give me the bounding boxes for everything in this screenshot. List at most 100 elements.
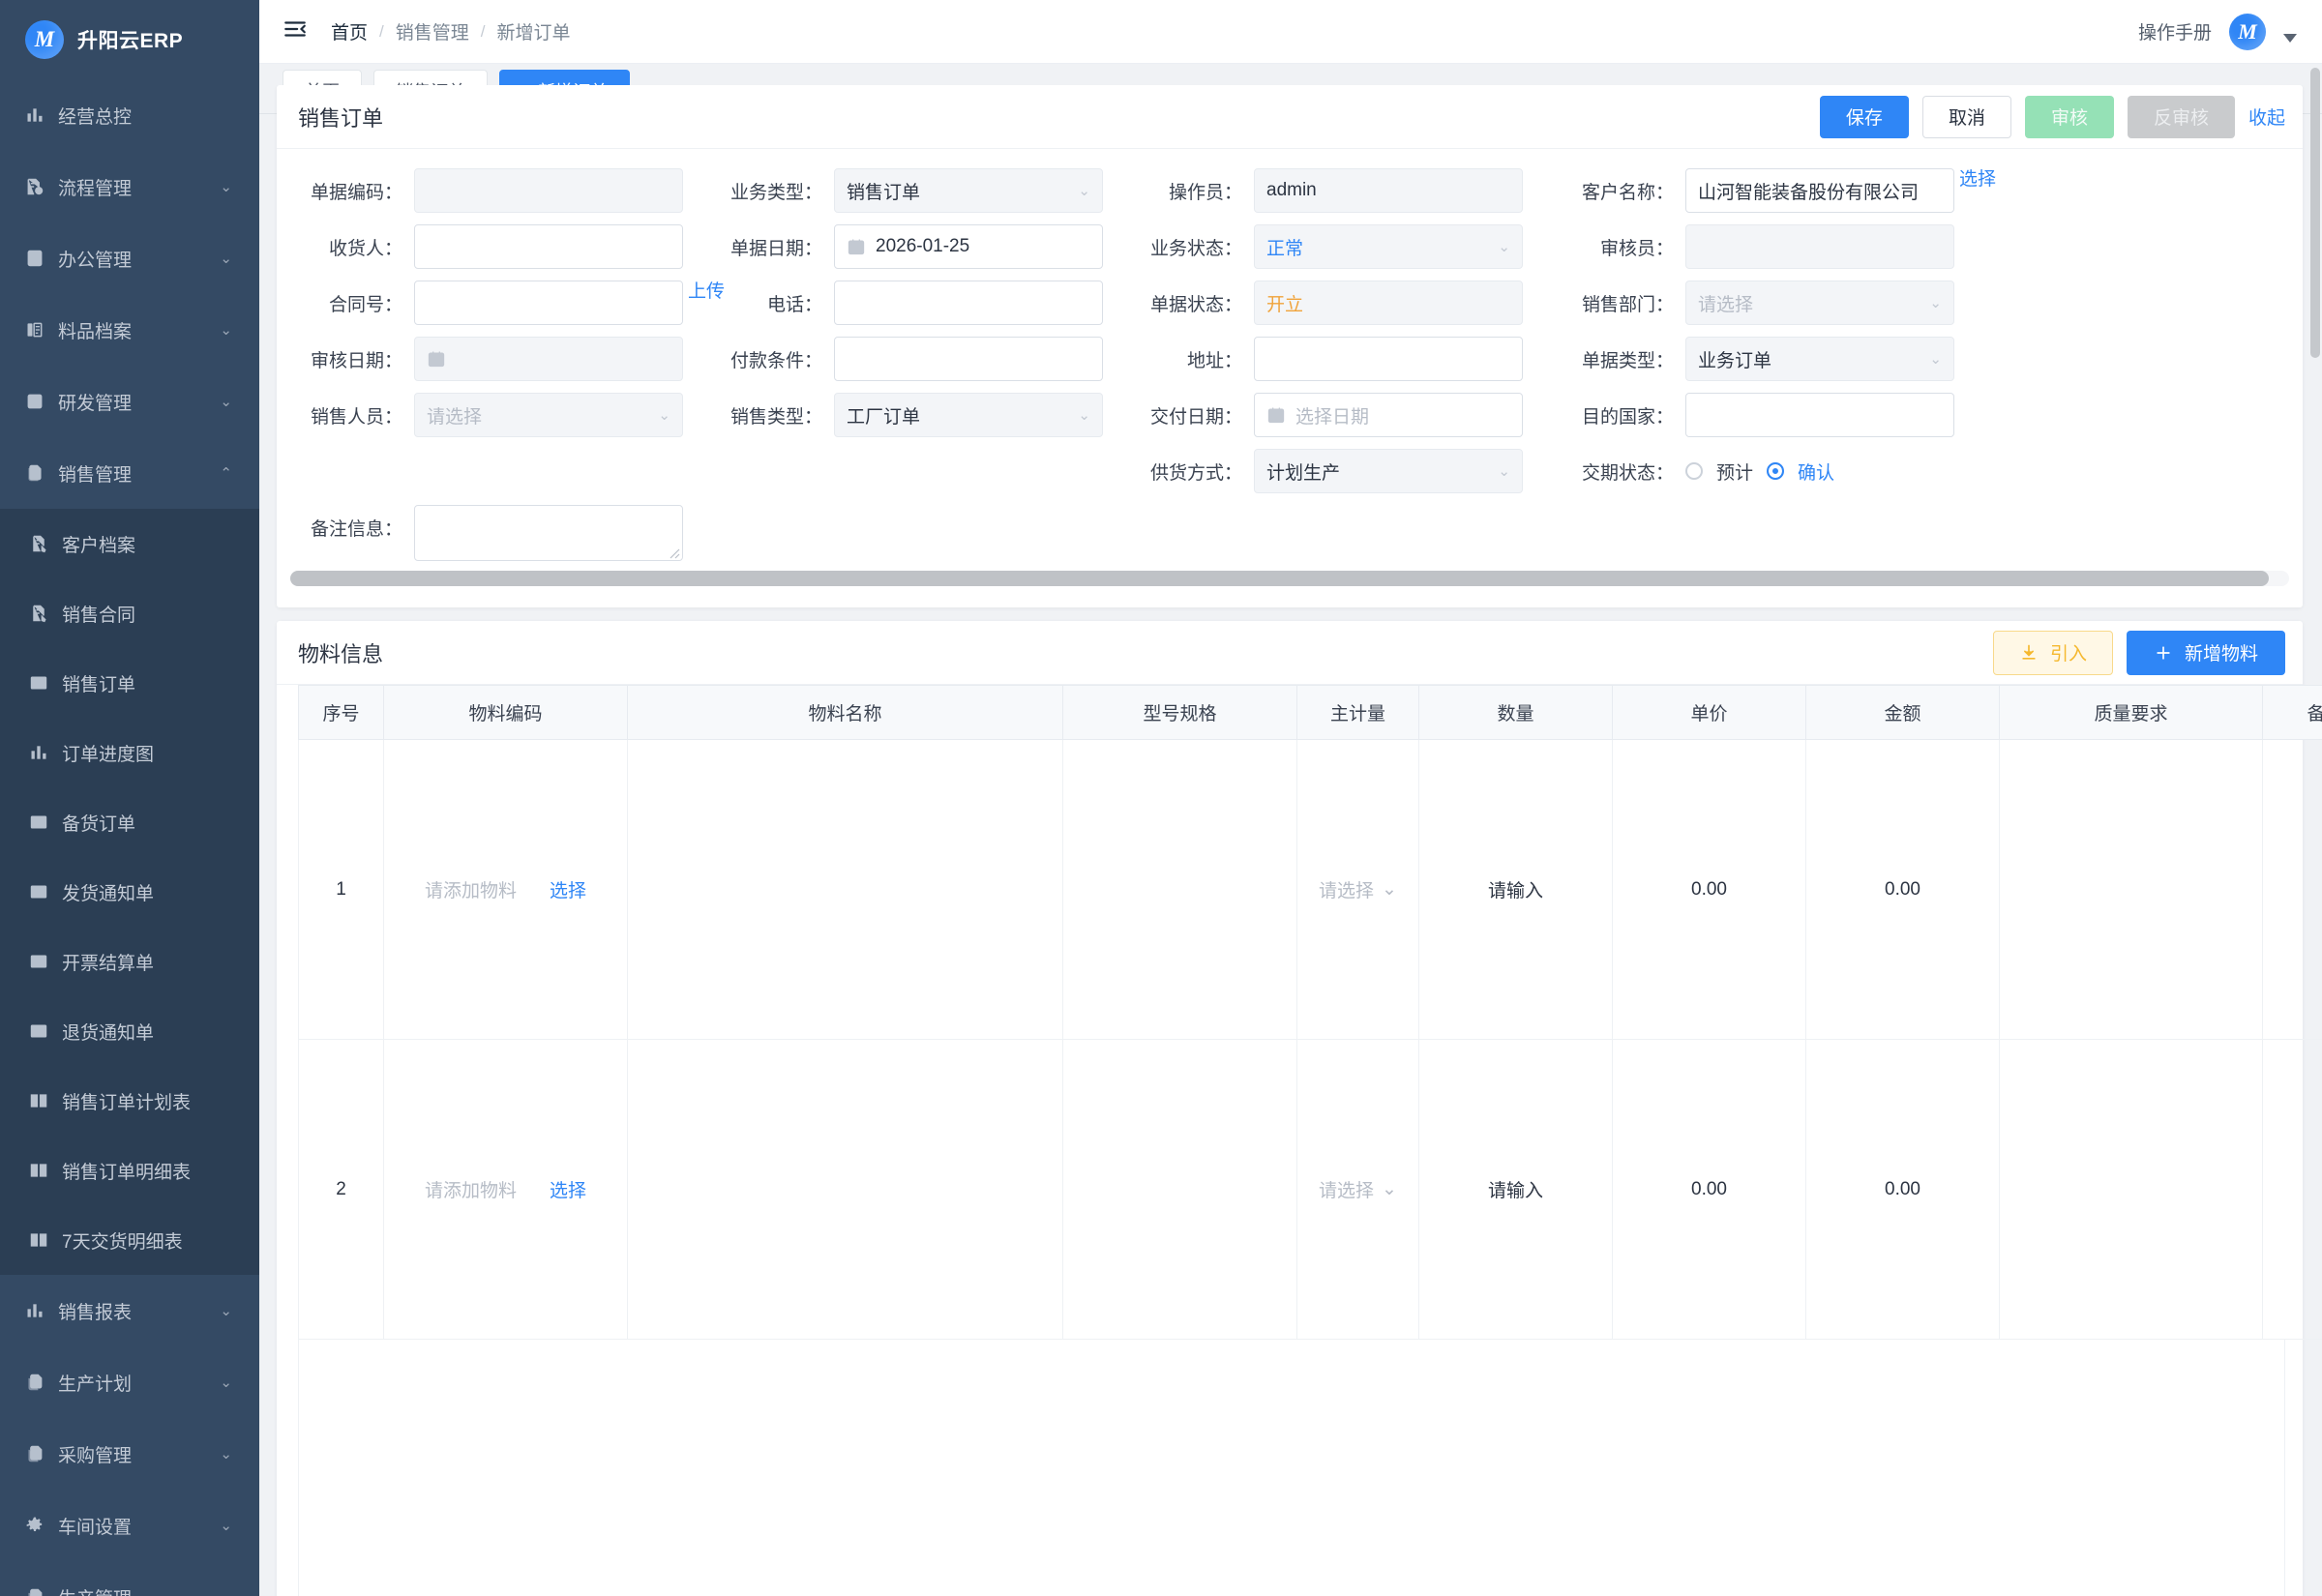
sidebar-item-sub_items-7[interactable]: 退货通知单 — [0, 996, 259, 1066]
field-col2-1[interactable]: 正常 ⌄ — [1254, 224, 1523, 269]
field-col3-1[interactable] — [1685, 224, 1954, 269]
sidebar-item-items_after-4[interactable]: 生产管理 ⌄ — [0, 1561, 259, 1596]
chevron-down-icon[interactable]: ⌄ — [220, 1588, 232, 1596]
row-qty-cell[interactable]: 请输入 — [1418, 739, 1613, 1040]
field-col1-2[interactable]: 开立 — [1254, 281, 1523, 325]
sidebar-item-sub_items-10[interactable]: 7天交货明细表 — [0, 1205, 259, 1275]
row-spec-cell[interactable] — [1062, 1039, 1297, 1340]
row-select-link[interactable]: 选择 — [550, 881, 587, 901]
chevron-down-icon[interactable]: ⌄ — [220, 322, 232, 339]
radio-1[interactable] — [1767, 462, 1785, 480]
radio-label-1[interactable]: 确认 — [1798, 462, 1835, 484]
menu-fold-icon[interactable] — [283, 16, 315, 46]
form-scrollbar-thumb[interactable] — [290, 571, 2270, 586]
row-quality-cell[interactable] — [1999, 739, 2263, 1040]
field-col3-3[interactable]: 工厂订单 ⌄ — [834, 393, 1103, 437]
row-qty-cell[interactable]: 请输入 — [1418, 1039, 1613, 1340]
radio-0[interactable] — [1685, 462, 1703, 480]
field-col2-2[interactable]: 请选择 ⌄ — [1685, 281, 1954, 325]
field-col2-3[interactable]: 请选择 ⌄ — [414, 393, 683, 437]
unaudit-button[interactable]: 反审核 — [2127, 95, 2235, 138]
field-col1-0[interactable] — [414, 168, 683, 213]
sidebar-item-sub_items-3[interactable]: 订单进度图 — [0, 718, 259, 787]
field-col1-3[interactable]: 业务订单 ⌄ — [1685, 337, 1954, 381]
row-unit-cell[interactable]: 请选择 ⌄ — [1296, 739, 1419, 1040]
chevron-down-icon[interactable]: ⌄ — [1078, 407, 1090, 424]
row-code-cell[interactable]: 请添加物料 选择 — [383, 1039, 628, 1340]
avatar[interactable]: M — [2229, 13, 2266, 50]
sidebar-item-sub_items-8[interactable]: 销售订单计划表 — [0, 1066, 259, 1136]
sidebar-item-items-4[interactable]: 研发管理 ⌄ — [0, 366, 259, 437]
field-side-link-1[interactable]: 上传 — [687, 281, 725, 302]
chevron-down-icon[interactable]: ⌄ — [1929, 295, 1942, 311]
sidebar-item-sub_items-4[interactable]: 备货订单 — [0, 787, 259, 857]
field-col5-2[interactable] — [1254, 337, 1523, 381]
field-col4-1[interactable] — [414, 281, 683, 325]
row-select-link[interactable]: 选择 — [550, 1181, 587, 1201]
import-button[interactable]: 引入 — [1992, 630, 2113, 675]
field-col4-0[interactable]: 山河智能装备股份有限公司 — [1685, 168, 1954, 213]
radio-label-0[interactable]: 预计 — [1716, 462, 1754, 484]
chevron-down-icon[interactable]: ⌄ — [1382, 1179, 1397, 1199]
sidebar-item-items_after-3[interactable]: 车间设置 ⌄ — [0, 1490, 259, 1561]
collapse-link[interactable]: 收起 — [2248, 108, 2285, 129]
chevron-down-icon[interactable]: ⌄ — [1498, 239, 1510, 255]
row-code-cell[interactable]: 请添加物料 选择 — [383, 739, 628, 1040]
chevron-down-icon[interactable]: ⌄ — [220, 1374, 232, 1391]
save-button[interactable]: 保存 — [1819, 95, 1909, 138]
chevron-down-icon[interactable]: ⌄ — [220, 251, 232, 267]
chevron-down-icon[interactable]: ⌄ — [220, 1518, 232, 1534]
chevron-down-icon[interactable]: ⌄ — [1498, 463, 1510, 480]
resize-grip-icon[interactable] — [667, 546, 680, 559]
breadcrumb-item-2[interactable]: 新增订单 — [496, 23, 571, 44]
field-col5-3[interactable] — [1685, 393, 1954, 437]
cancel-button[interactable]: 取消 — [1921, 95, 2011, 138]
sidebar-item-items_after-2[interactable]: 采购管理 ⌄ — [0, 1418, 259, 1490]
field-side-link-0[interactable]: 选择 — [1958, 169, 1996, 190]
sidebar-item-sub_items-0[interactable]: 客户档案 — [0, 509, 259, 578]
chevron-down-icon[interactable]: ⌄ — [1929, 351, 1942, 368]
sidebar-item-sub_items-6[interactable]: 开票结算单 — [0, 927, 259, 996]
row-price-cell[interactable]: 0.00 — [1612, 1039, 1806, 1340]
field-col3-4[interactable]: 计划生产 ⌄ — [1254, 449, 1523, 493]
chevron-down-icon[interactable]: ⌄ — [1382, 879, 1397, 900]
row-amount-cell[interactable]: 0.00 — [1805, 739, 2000, 1040]
row-name-cell[interactable] — [627, 1039, 1063, 1340]
sidebar-item-sub_items-1[interactable]: 销售合同 — [0, 578, 259, 648]
field-col4-3[interactable]: 选择日期 — [1254, 393, 1523, 437]
chevron-up-icon[interactable]: ⌃ — [220, 465, 232, 482]
field-col5-1[interactable] — [834, 281, 1103, 325]
sidebar-item-sub_items-5[interactable]: 发货通知单 — [0, 857, 259, 927]
sidebar-item-items_after-1[interactable]: 生产计划 ⌄ — [0, 1346, 259, 1418]
field-col4-2[interactable] — [834, 337, 1103, 381]
sidebar-item-items-2[interactable]: 办公管理 ⌄ — [0, 222, 259, 294]
row-name-cell[interactable] — [627, 739, 1063, 1040]
field-col1-1[interactable]: 2026-01-25 — [834, 224, 1103, 269]
chevron-down-icon[interactable]: ⌄ — [220, 179, 232, 195]
field-col3-0[interactable]: admin — [1254, 168, 1523, 213]
row-unit-cell[interactable]: 请选择 ⌄ — [1296, 1039, 1419, 1340]
sidebar-item-items-3[interactable]: 料品档案 ⌄ — [0, 294, 259, 366]
row-remark-cell[interactable] — [2262, 739, 2322, 1040]
field-remark-textarea[interactable] — [414, 505, 683, 561]
manual-link[interactable]: 操作手册 — [2137, 23, 2212, 44]
row-remark-cell[interactable] — [2262, 1039, 2322, 1340]
field-col3-2[interactable] — [414, 337, 683, 381]
breadcrumb-item-0[interactable]: 首页 — [331, 23, 369, 44]
field-col5-0[interactable] — [414, 224, 683, 269]
add-material-button[interactable]: 新增物料 — [2126, 630, 2285, 675]
sidebar-item-items-5[interactable]: 销售管理 ⌃ — [0, 437, 259, 509]
field-col2-0[interactable]: 销售订单 ⌄ — [834, 168, 1103, 213]
row-amount-cell[interactable]: 0.00 — [1805, 1039, 2000, 1340]
chevron-down-icon[interactable]: ⌄ — [220, 1446, 232, 1463]
row-spec-cell[interactable] — [1062, 739, 1297, 1040]
sidebar-item-sub_items-2[interactable]: 销售订单 — [0, 648, 259, 718]
chevron-down-icon[interactable]: ⌄ — [658, 407, 670, 424]
form-horizontal-scrollbar[interactable] — [290, 571, 2289, 586]
page-scrollbar[interactable] — [2310, 68, 2320, 1586]
row-quality-cell[interactable] — [1999, 1039, 2263, 1340]
breadcrumb-item-1[interactable]: 销售管理 — [395, 23, 469, 44]
sidebar-item-items_after-0[interactable]: 销售报表 ⌄ — [0, 1275, 259, 1346]
sidebar-item-items-0[interactable]: 经营总控 — [0, 79, 259, 151]
sidebar-item-sub_items-9[interactable]: 销售订单明细表 — [0, 1136, 259, 1205]
